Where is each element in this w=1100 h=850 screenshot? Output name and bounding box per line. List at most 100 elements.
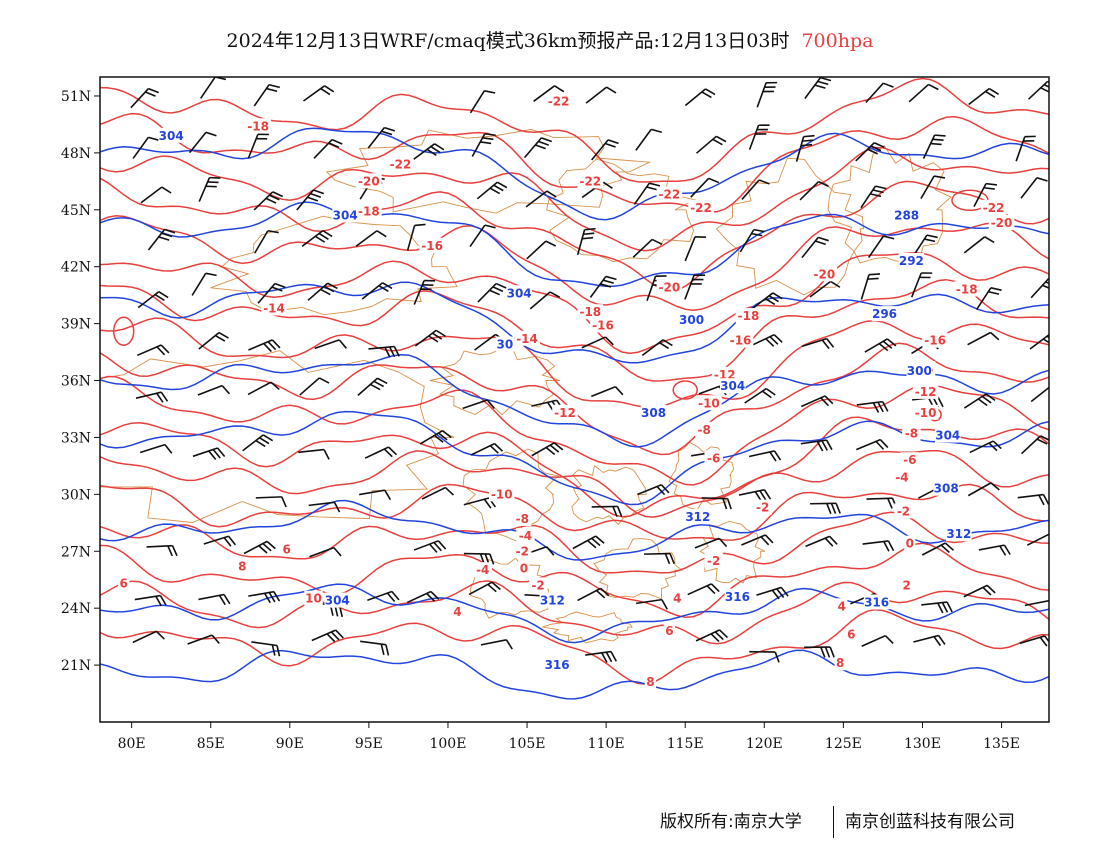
lat-tick-label: 45N <box>61 203 91 219</box>
wind-barb <box>462 399 495 410</box>
lon-tick-label: 95E <box>355 736 383 752</box>
height-label: 304 <box>333 208 358 222</box>
wind-barb <box>242 434 274 452</box>
wind-barb <box>1026 533 1049 546</box>
height-label: 308 <box>934 482 959 496</box>
wind-barb <box>471 132 496 157</box>
wind-barb <box>254 229 279 254</box>
temperature-label: -18 <box>247 119 269 133</box>
label-backdrop <box>863 594 890 610</box>
copyright-text: 版权所有:南京大学 <box>660 812 802 832</box>
wind-barb <box>198 593 231 606</box>
wind-barb <box>248 590 281 604</box>
wind-barb <box>804 77 832 99</box>
lon-tick-label: 90E <box>276 736 304 752</box>
wind-barb <box>257 282 286 304</box>
wind-barb <box>419 429 452 445</box>
title-text: 2024年12月13日WRF/cmaq模式36km预报产品:12月13日03时 <box>226 30 790 52</box>
lon-tick-label: 125E <box>825 736 862 752</box>
wind-barb <box>1015 135 1036 162</box>
isotherm-line <box>100 317 1049 409</box>
label-backdrop <box>727 332 754 348</box>
height-label: 312 <box>946 527 971 541</box>
plot-frame <box>99 76 1050 723</box>
wind-barb <box>801 337 835 350</box>
wind-barb <box>476 181 508 200</box>
isotherm-line <box>100 375 1049 486</box>
wind-barb <box>749 650 780 663</box>
wind-barb <box>744 387 776 404</box>
label-backdrop <box>590 317 616 333</box>
wind-barb <box>809 280 841 298</box>
wind-barb <box>134 594 167 607</box>
label-backdrop <box>544 657 570 673</box>
temperature-label: 6 <box>120 577 128 591</box>
wind-barb <box>253 83 280 107</box>
wind-barb <box>367 126 396 149</box>
wind-barb <box>414 329 446 347</box>
label-backdrop <box>980 199 1007 215</box>
wind-barb <box>413 540 447 553</box>
wind-barb <box>694 537 728 549</box>
label-backdrop <box>892 469 912 485</box>
wind-barb <box>862 540 895 552</box>
wind-barb <box>146 544 178 557</box>
label-backdrop <box>387 156 414 172</box>
wind-barb <box>695 629 729 643</box>
temperature-label: -6 <box>707 451 720 465</box>
wind-barb <box>247 133 269 159</box>
temperature-label: 6 <box>847 628 855 642</box>
province-boundaries <box>100 128 952 644</box>
wind-barb <box>368 345 400 358</box>
label-backdrop <box>451 603 464 619</box>
wind-barb <box>523 137 553 159</box>
wind-barb <box>1030 386 1049 403</box>
region-boundary <box>469 557 550 619</box>
wind-barb <box>864 338 897 353</box>
label-backdrop <box>685 509 711 525</box>
wind-barb <box>529 291 561 310</box>
isotherm-line <box>100 177 1049 292</box>
wind-barb <box>684 236 707 262</box>
label-backdrop <box>332 207 358 223</box>
label-backdrop <box>419 237 445 253</box>
temperature-label: 10 <box>305 592 322 606</box>
label-backdrop <box>528 577 548 593</box>
temperature-label: -22 <box>983 201 1005 215</box>
isotherm-line <box>100 215 1049 311</box>
height-label: 300 <box>679 313 704 327</box>
label-backdrop <box>473 562 492 578</box>
label-backdrop <box>506 285 532 301</box>
wind-barb <box>406 590 440 604</box>
label-backdrop <box>552 404 578 420</box>
wind-barb <box>355 230 387 247</box>
company-text: 南京创蓝科技有限公司 <box>845 812 1015 832</box>
wind-barb <box>307 282 338 301</box>
region-boundary <box>325 128 652 214</box>
wind-barb <box>800 439 833 452</box>
label-backdrop <box>871 306 898 322</box>
isotherm-line <box>100 112 1049 213</box>
wind-barb <box>531 442 564 457</box>
wind-barb <box>248 339 281 353</box>
wind-barb <box>860 185 887 209</box>
wind-barb <box>251 641 281 657</box>
isotherm-line <box>100 450 1049 518</box>
wind-barb <box>313 138 343 159</box>
wind-barb <box>585 86 617 104</box>
wind-barb <box>799 180 829 201</box>
wind-barb <box>360 640 390 656</box>
temperature-label: -4 <box>895 470 908 484</box>
label-backdrop <box>946 526 972 542</box>
label-backdrop <box>118 575 130 591</box>
wind-barb <box>314 339 347 350</box>
wind-barb <box>633 182 661 205</box>
wind-barb <box>968 87 1000 106</box>
wind-barb <box>526 240 557 260</box>
wind-barb <box>470 442 504 456</box>
wind-barb <box>1030 277 1049 299</box>
wind-barb <box>800 395 834 408</box>
lat-tick-label: 24N <box>61 601 91 617</box>
wind-barb <box>591 385 624 398</box>
